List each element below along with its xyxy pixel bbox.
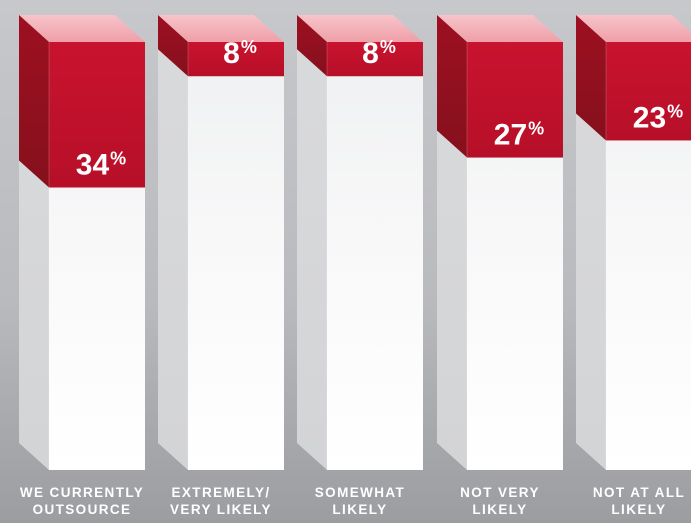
bar-top-face (437, 15, 563, 42)
bar-fill-front (188, 42, 284, 77)
value-suffix: % (380, 37, 396, 57)
value-label-1: 34% (76, 149, 126, 182)
bar-fill-front (327, 42, 423, 77)
bar-5 (576, 15, 691, 470)
category-label-3-line-1: SOMEWHAT (315, 485, 405, 500)
bar-fill-front (49, 42, 145, 188)
bar-fill-side (576, 15, 606, 141)
bar-top-face (576, 15, 691, 42)
category-label-1-line-1: WE CURRENTLY (20, 485, 144, 500)
bar-4 (437, 15, 563, 470)
category-label-2-line-1: EXTREMELY/ (171, 485, 270, 500)
category-label-3-line-2: LIKELY (332, 502, 387, 517)
value-suffix: % (528, 119, 544, 139)
bar-fill-front (606, 42, 691, 141)
bar-empty-front (327, 42, 423, 470)
category-label-4-line-2: LIKELY (472, 502, 527, 517)
bar-fill-side (19, 15, 49, 188)
bar-fill-front (467, 42, 563, 158)
bar-3 (297, 15, 423, 470)
bar-empty-front (188, 42, 284, 470)
bar-1 (19, 15, 145, 470)
value-number: 23 (633, 101, 666, 134)
bar-empty-side (158, 15, 188, 470)
value-number: 27 (494, 119, 527, 152)
value-label-2: 8% (223, 37, 257, 70)
bar-fill-side (437, 15, 467, 158)
value-number: 8 (362, 37, 379, 70)
category-label-2-line-2: VERY LIKELY (170, 502, 272, 517)
value-suffix: % (667, 101, 683, 121)
bar-empty-side (297, 15, 327, 470)
value-number: 8 (223, 37, 240, 70)
category-label-4-line-1: NOT VERY (460, 485, 540, 500)
bar-top-face (297, 15, 423, 42)
value-suffix: % (241, 37, 257, 57)
bar-fill-side (297, 15, 327, 77)
bars-layer (19, 15, 691, 470)
bar-top-face (158, 15, 284, 42)
bar-fill-side (158, 15, 188, 77)
labels-layer: 34% WE CURRENTLY OUTSOURCE 8% EXTREMELY/VERY… (20, 37, 685, 517)
value-suffix: % (110, 149, 126, 169)
category-label-1-line-2: OUTSOURCE (33, 502, 132, 517)
value-label-5: 23% (633, 101, 683, 134)
bar-top-face (19, 15, 145, 42)
bar-2 (158, 15, 284, 470)
value-label-3: 8% (362, 37, 396, 70)
value-number: 34 (76, 149, 110, 182)
category-label-5-line-2: LIKELY (611, 502, 666, 517)
value-label-4: 27% (494, 119, 544, 152)
category-label-5-line-1: NOT AT ALL (593, 485, 685, 500)
